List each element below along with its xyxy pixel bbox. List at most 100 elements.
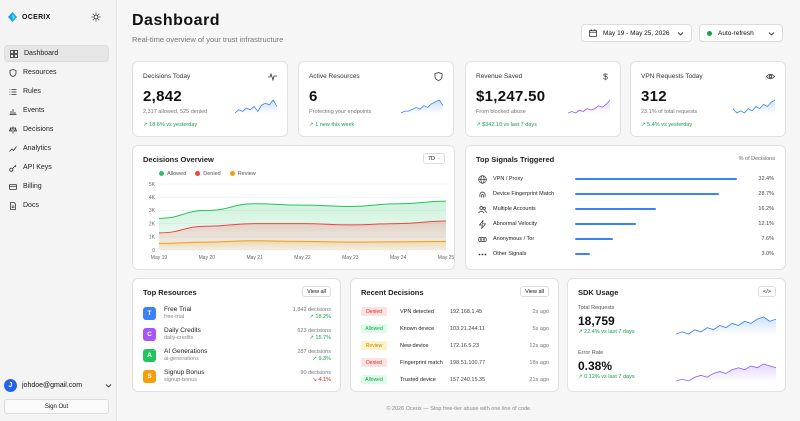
resource-slug: free-trial <box>164 314 185 320</box>
list-icon <box>9 88 17 95</box>
x-tick-label: May 22 <box>294 255 311 261</box>
dots-icon <box>478 253 487 255</box>
sidebar-item-billing[interactable]: Billing <box>4 178 109 195</box>
stat-delta: ↗ 18.6% vs yesterday <box>143 122 198 128</box>
avatar: J <box>4 378 17 392</box>
x-tick-label: May 23 <box>342 255 359 261</box>
error-rate-delta: ↗ 0.12% vs last 7 days <box>578 374 635 380</box>
resource-row[interactable]: C Daily Credits daily-credits 623 decisio… <box>143 325 331 343</box>
y-tick-label: 2K <box>149 221 156 227</box>
sidebar-item-decisions[interactable]: Decisions <box>4 121 109 138</box>
sign-out-button[interactable]: Sign Out <box>4 399 109 414</box>
sparkline <box>235 99 277 114</box>
view-all-decisions-button[interactable]: View all <box>520 286 549 297</box>
top-resources-card: Top Resources View all T Free Trial free-… <box>132 278 341 392</box>
total-requests-delta: ↗ 22.4% vs last 7 days <box>578 329 635 335</box>
key-icon <box>9 164 17 172</box>
signal-row-other[interactable]: Other Signals 3.0% <box>478 248 774 260</box>
decision-row[interactable]: Review New device 172.16.5.23 12s ago <box>361 337 549 354</box>
y-tick-label: 5K <box>149 182 156 188</box>
view-all-resources-button[interactable]: View all <box>302 286 331 297</box>
stat-note: From blocked abuse <box>476 109 526 115</box>
signal-row-velocity[interactable]: Abnormal Velocity 12.1% <box>478 218 774 230</box>
resource-row[interactable]: T Free Trial free-trial 1,842 decisions ↗ … <box>143 304 331 322</box>
sparkline-line <box>568 99 610 114</box>
fingerprint-icon <box>479 191 486 198</box>
error-rate-label: Error Rate <box>578 350 604 356</box>
decision-reason: Fingerprint match <box>400 359 443 366</box>
user-menu[interactable]: J johdoe@gmail.com <box>4 376 112 394</box>
decision-time: 5s ago <box>532 325 549 332</box>
sidebar-item-resources[interactable]: Resources <box>4 64 109 81</box>
date-range-picker[interactable]: May 19 - May 25, 2026 <box>581 24 692 42</box>
sidebar-item-dashboard[interactable]: Dashboard <box>4 45 109 62</box>
signal-label: Device Fingerprint Match <box>493 191 555 197</box>
resource-count: 623 decisions <box>297 327 331 334</box>
users-icon <box>478 205 487 213</box>
decision-row[interactable]: Allowed Trusted device 157.240.15.35 21s… <box>361 371 549 388</box>
stat-delta: ↗ 5.4% vs yesterday <box>641 122 693 128</box>
chart-legend: Allowed Denied Review <box>159 171 256 177</box>
sidebar-item-label: Docs <box>23 202 39 209</box>
bolt-icon <box>478 219 487 229</box>
range-select[interactable]: 7D <box>423 153 445 164</box>
card-title: SDK Usage <box>578 288 619 297</box>
signal-label: VPN / Proxy <box>493 176 523 182</box>
decision-ip: 157.240.15.35 <box>450 376 486 383</box>
error-rate-sparkline <box>676 363 776 382</box>
resource-slug: signup-bonus <box>164 377 198 383</box>
signal-bar <box>575 238 613 240</box>
status-badge: Denied <box>361 358 387 367</box>
scale-icon <box>9 126 17 133</box>
x-tick-label: May 21 <box>246 255 263 261</box>
y-tick-label: 1K <box>149 235 156 241</box>
code-snippet-button[interactable]: </> <box>758 286 776 297</box>
sparkline-area <box>676 317 776 335</box>
decision-row[interactable]: Denied Fingerprint match 198.51.100.77 1… <box>361 354 549 371</box>
decision-row[interactable]: Denied VPN detected 192.168.1.45 2s ago <box>361 303 549 320</box>
decision-row[interactable]: Allowed Known device 103.21.244.11 5s ag… <box>361 320 549 337</box>
legend-item-denied[interactable]: Denied <box>195 171 221 177</box>
resource-slug: daily-credits <box>164 335 194 341</box>
sidebar-item-rules[interactable]: Rules <box>4 83 109 100</box>
series-area-review <box>159 240 446 250</box>
sidebar-nav: Dashboard Resources Rules Events Decisio… <box>4 45 109 216</box>
sidebar-item-api-keys[interactable]: API Keys <box>4 159 109 176</box>
resource-row[interactable]: S Signup Bonus signup-bonus 90 decisions ↘… <box>143 367 331 385</box>
signal-percent: 7.6% <box>761 236 774 242</box>
y-tick-label: 0 <box>152 248 155 254</box>
shield-icon <box>9 68 17 77</box>
series-line-allowed <box>158 200 447 219</box>
stat-card-decisions: Decisions Today 2,842 2,317 allowed, 525… <box>132 61 288 137</box>
signal-row-vpn[interactable]: VPN / Proxy 32.4% <box>478 173 774 185</box>
legend-label: Review <box>237 171 256 177</box>
stat-card-resources: Active Resources 6 Protecting your endpo… <box>298 61 454 137</box>
sidebar-item-analytics[interactable]: Analytics <box>4 140 109 157</box>
theme-toggle-icon[interactable] <box>91 12 101 22</box>
legend-item-allowed[interactable]: Allowed <box>159 171 186 177</box>
sidebar-item-docs[interactable]: Docs <box>4 197 109 214</box>
decision-reason: VPN detected <box>400 308 434 315</box>
decisions-overview-card: Decisions Overview 7D Allowed Denied Rev… <box>132 145 455 270</box>
signal-row-accounts[interactable]: Multiple Accounts 16.2% <box>478 203 774 215</box>
logo-icon <box>8 12 17 22</box>
sparkline <box>568 99 610 114</box>
doc-icon <box>10 201 16 210</box>
resource-row[interactable]: A AI Generations ai-generations 287 decis… <box>143 346 331 364</box>
resource-name: Free Trial <box>164 306 192 313</box>
signal-row-fingerprint[interactable]: Device Fingerprint Match 28.7% <box>478 188 774 200</box>
resource-name: Daily Credits <box>164 327 201 334</box>
sidebar-item-events[interactable]: Events <box>4 102 109 119</box>
brand-name: OCERIX <box>22 13 51 21</box>
decision-reason: Known device <box>400 325 435 332</box>
sidebar-item-label: Rules <box>23 88 41 95</box>
svg-text:$: $ <box>603 72 608 81</box>
signal-bar <box>575 193 719 195</box>
signal-row-tor[interactable]: Anonymous / Tor 7.6% <box>478 233 774 245</box>
resource-delta: ↘ 4.1% <box>312 376 331 383</box>
legend-item-review[interactable]: Review <box>229 171 256 177</box>
brand[interactable]: OCERIX <box>8 12 51 22</box>
signal-bar <box>575 223 636 225</box>
signal-bar <box>575 178 737 180</box>
auto-refresh-toggle[interactable]: Auto-refresh <box>699 24 783 42</box>
